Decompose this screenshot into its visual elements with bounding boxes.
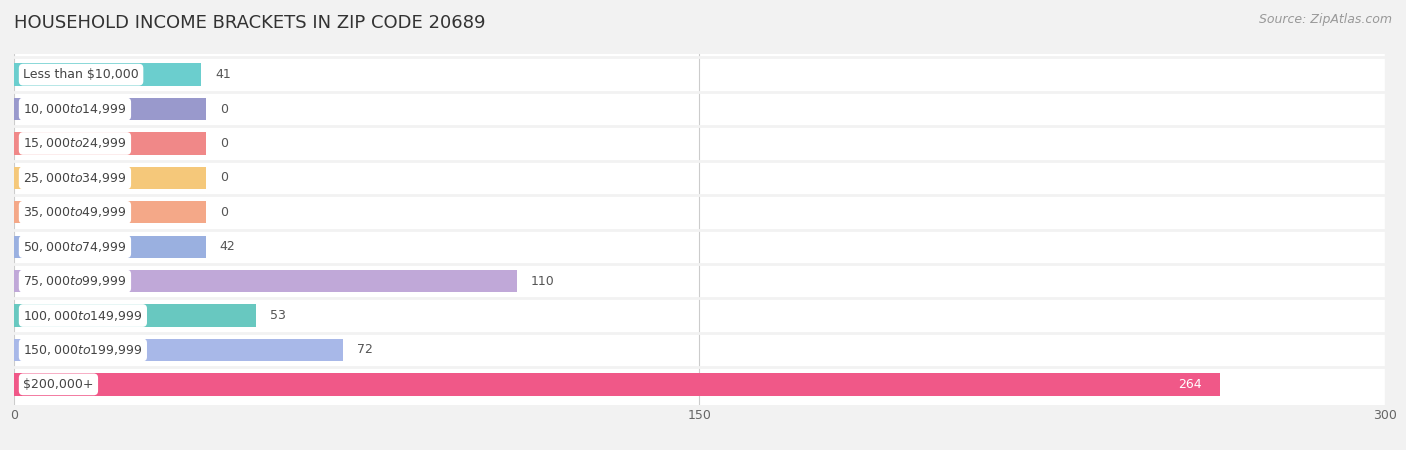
- Bar: [14, 201, 207, 224]
- Bar: [14, 98, 207, 120]
- Text: $10,000 to $14,999: $10,000 to $14,999: [22, 102, 127, 116]
- Text: $35,000 to $49,999: $35,000 to $49,999: [22, 205, 127, 219]
- Text: $25,000 to $34,999: $25,000 to $34,999: [22, 171, 127, 185]
- Text: 72: 72: [357, 343, 373, 356]
- Text: $15,000 to $24,999: $15,000 to $24,999: [22, 136, 127, 150]
- Bar: [14, 132, 207, 155]
- Text: $75,000 to $99,999: $75,000 to $99,999: [22, 274, 127, 288]
- Text: 0: 0: [219, 206, 228, 219]
- Text: 0: 0: [219, 171, 228, 184]
- Text: HOUSEHOLD INCOME BRACKETS IN ZIP CODE 20689: HOUSEHOLD INCOME BRACKETS IN ZIP CODE 20…: [14, 14, 485, 32]
- Text: 53: 53: [270, 309, 285, 322]
- Bar: [14, 63, 201, 86]
- Text: 42: 42: [219, 240, 235, 253]
- Text: 0: 0: [219, 137, 228, 150]
- Bar: [14, 339, 343, 361]
- Bar: [14, 166, 207, 189]
- Text: Source: ZipAtlas.com: Source: ZipAtlas.com: [1258, 14, 1392, 27]
- Text: 0: 0: [219, 103, 228, 116]
- Text: 264: 264: [1178, 378, 1202, 391]
- Bar: [14, 373, 1220, 396]
- Text: 110: 110: [530, 274, 554, 288]
- Text: 41: 41: [215, 68, 231, 81]
- Text: $200,000+: $200,000+: [22, 378, 94, 391]
- Bar: [14, 235, 207, 258]
- Text: $100,000 to $149,999: $100,000 to $149,999: [22, 309, 142, 323]
- Bar: [14, 304, 256, 327]
- Text: Less than $10,000: Less than $10,000: [22, 68, 139, 81]
- Text: $150,000 to $199,999: $150,000 to $199,999: [22, 343, 142, 357]
- Text: $50,000 to $74,999: $50,000 to $74,999: [22, 240, 127, 254]
- Bar: [14, 270, 517, 292]
